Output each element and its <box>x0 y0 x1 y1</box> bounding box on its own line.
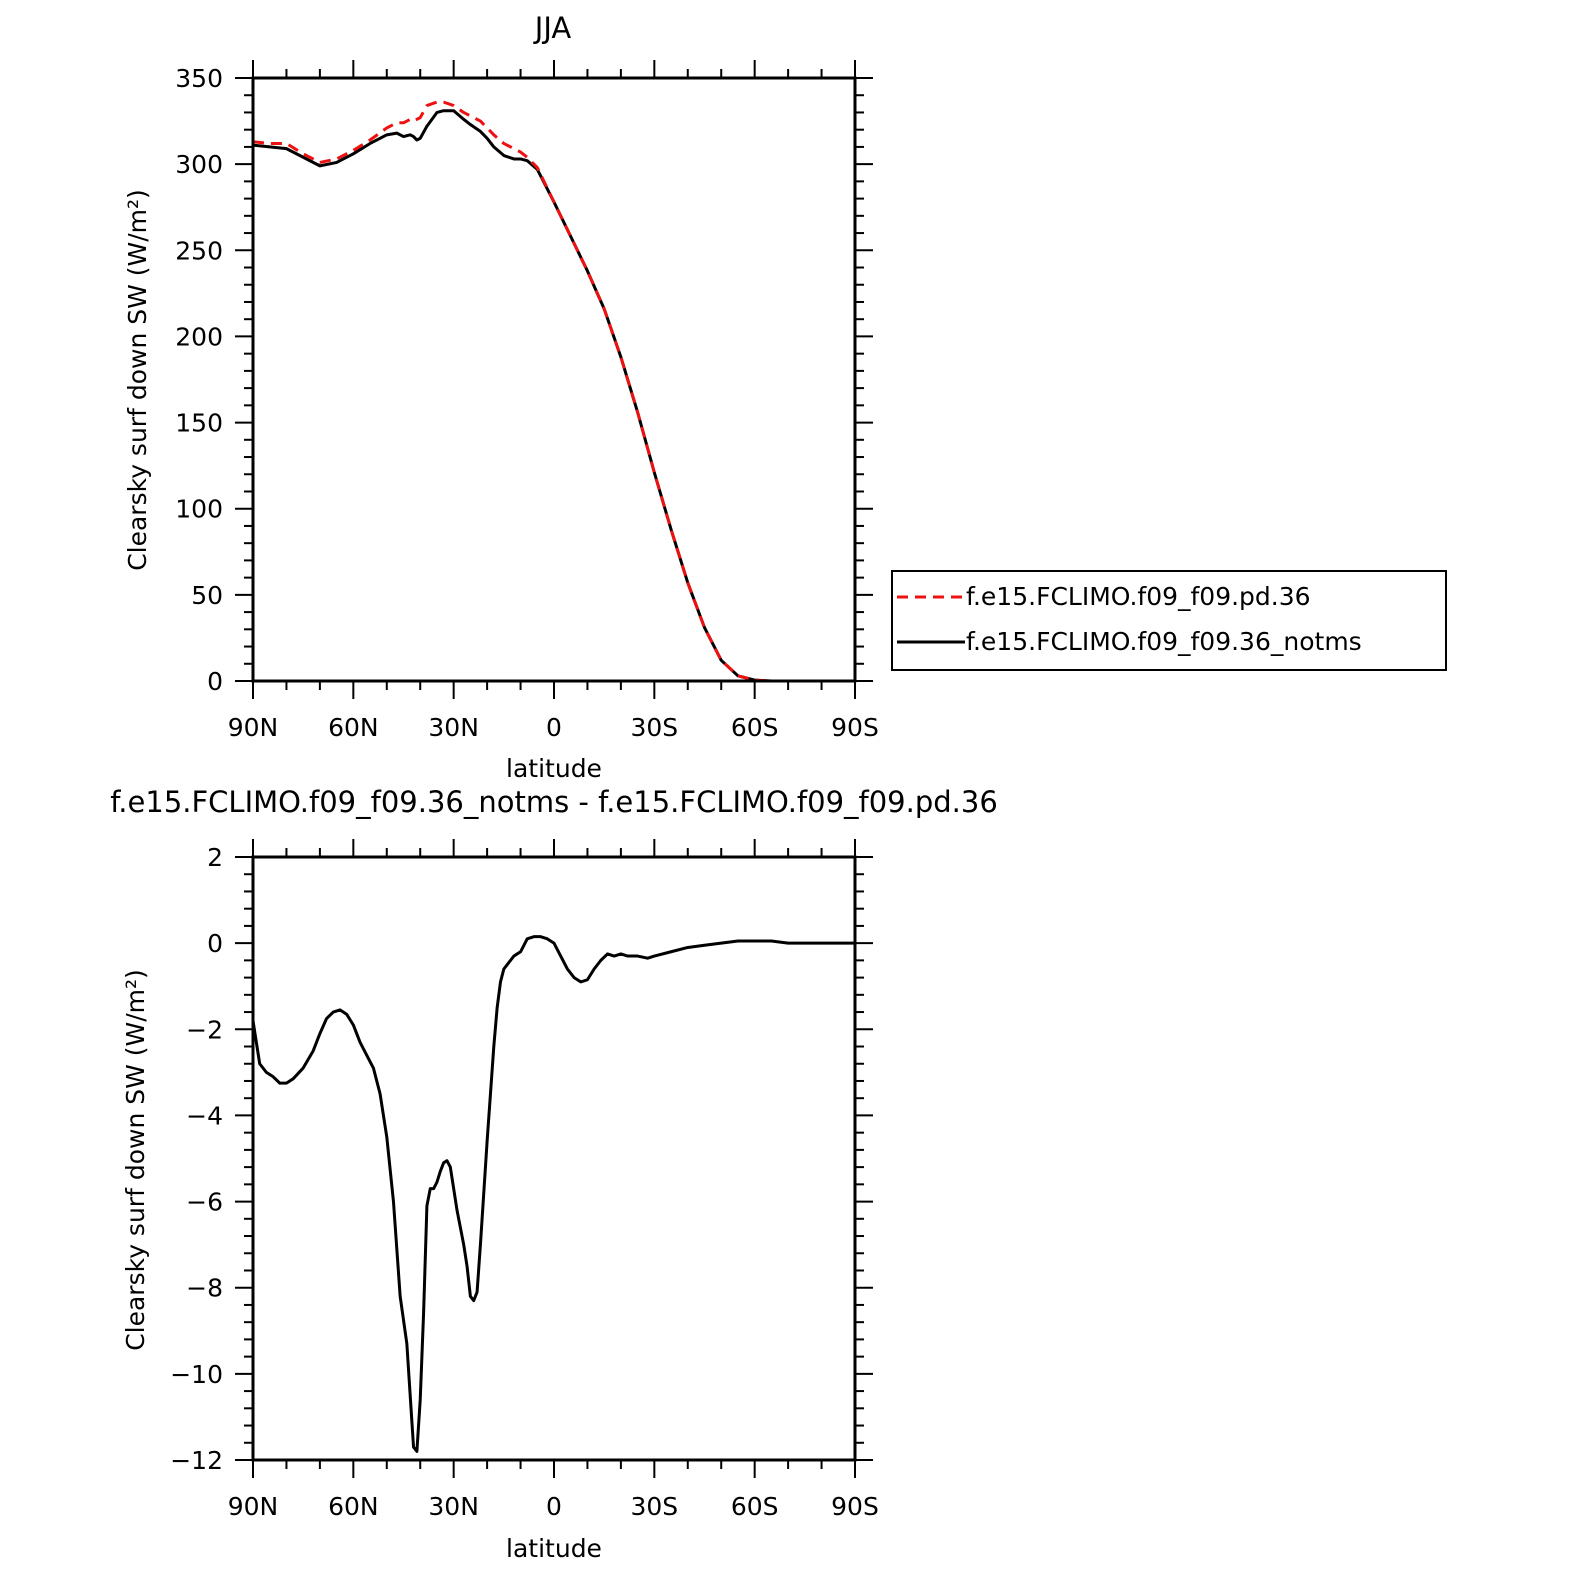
y-tick-label: 0 <box>207 929 223 958</box>
bottom-plot-frame <box>251 855 857 1462</box>
y-tick-label: −8 <box>186 1274 223 1303</box>
x-tick-label: 60S <box>731 713 779 742</box>
series-line-dashed <box>252 100 855 683</box>
x-tick-label: 90S <box>831 1492 879 1521</box>
top-y-axis-label: Clearsky surf down SW (W/m²) <box>123 189 152 571</box>
x-tick-label: 60S <box>731 1492 779 1521</box>
x-tick-label: 30S <box>630 713 678 742</box>
top-panel: JJA 90N 60N 30N 0 30S 60S 90S 350 300 250 200 150 10… <box>123 11 879 783</box>
x-tick-label: 60N <box>328 1492 379 1521</box>
series-line-solid <box>252 109 855 683</box>
x-tick-label: 30N <box>428 1492 479 1521</box>
y-tick-label: 200 <box>175 322 223 351</box>
y-tick-label: −6 <box>186 1188 223 1217</box>
top-plot-area <box>252 100 855 683</box>
legend-label-notms: f.e15.FCLIMO.f09_f09.36_notms <box>966 627 1362 656</box>
y-tick-label: 250 <box>175 236 223 265</box>
x-tick-label: 30S <box>630 1492 678 1521</box>
y-tick-label: 0 <box>207 667 223 696</box>
y-tick-label: 50 <box>191 581 223 610</box>
y-tick-label: 100 <box>175 495 223 524</box>
x-tick-label: 90N <box>228 1492 279 1521</box>
bottom-chart-title: f.e15.FCLIMO.f09_f09.36_notms - f.e15.FC… <box>110 785 998 819</box>
legend: f.e15.FCLIMO.f09_f09.pd.36 f.e15.FCLIMO.… <box>891 570 1447 671</box>
y-tick-label: −12 <box>170 1446 223 1475</box>
bottom-y-axis-label: Clearsky surf down SW (W/m²) <box>121 969 150 1351</box>
y-tick-label: 2 <box>207 843 223 872</box>
y-tick-label: 150 <box>175 409 223 438</box>
y-tick-label: 300 <box>175 150 223 179</box>
y-tick-label: −10 <box>170 1360 223 1389</box>
bottom-panel: f.e15.FCLIMO.f09_f09.36_notms - f.e15.FC… <box>110 785 998 1563</box>
x-tick-label: 90S <box>831 713 879 742</box>
y-tick-label: −4 <box>186 1101 223 1130</box>
x-tick-label: 30N <box>428 713 479 742</box>
legend-box <box>891 570 1447 671</box>
y-tick-label: −2 <box>186 1015 223 1044</box>
series-line-solid <box>251 935 855 1453</box>
bottom-plot-area <box>251 935 855 1453</box>
top-axis-ticks: 90N 60N 30N 0 30S 60S 90S 350 300 250 200 150 100 50 0 <box>175 60 879 742</box>
x-tick-label: 60N <box>328 713 379 742</box>
top-chart-title: JJA <box>533 11 572 45</box>
bottom-x-axis-label: latitude <box>506 1534 602 1563</box>
legend-label-pd36: f.e15.FCLIMO.f09_f09.pd.36 <box>966 582 1311 611</box>
y-tick-label: 350 <box>175 64 223 93</box>
x-tick-label: 90N <box>228 713 279 742</box>
x-tick-label: 0 <box>546 713 562 742</box>
top-x-axis-label: latitude <box>506 754 602 783</box>
top-plot-frame <box>251 76 857 683</box>
x-tick-label: 0 <box>546 1492 562 1521</box>
